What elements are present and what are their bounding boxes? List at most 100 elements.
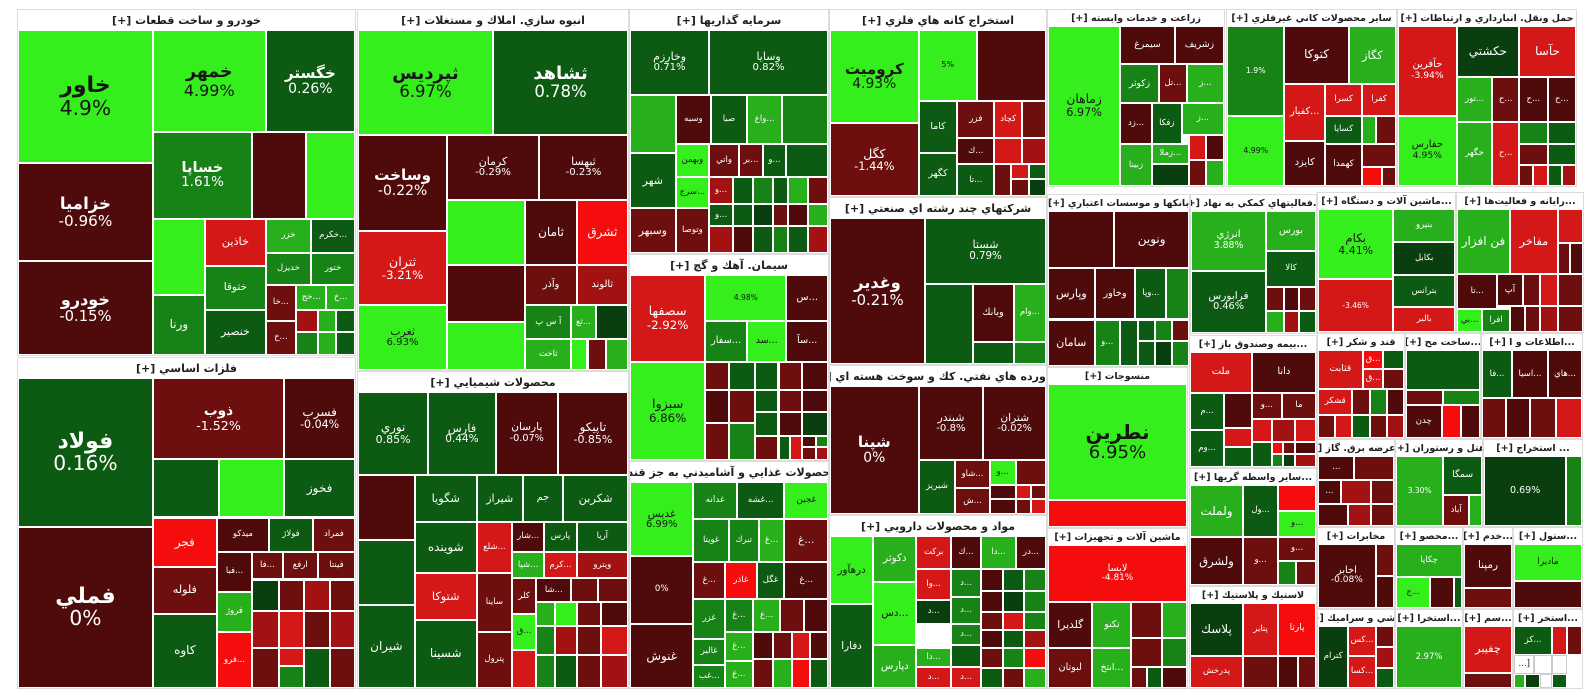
stock-tile-كفرا[interactable]: كفرا xyxy=(1362,83,1396,116)
stock-tile-...غ[interactable]: ...غ xyxy=(725,632,753,662)
sector-header-sugar[interactable]: قند و شكر [+] xyxy=(1318,334,1404,351)
stock-tile-خديزل[interactable]: خديزل xyxy=(265,252,312,286)
stock-tile-كاوه[interactable]: كاوه xyxy=(152,613,217,688)
stock-tile[interactable] xyxy=(1294,418,1316,442)
stock-tile[interactable] xyxy=(950,645,982,667)
stock-tile-كتوكا[interactable]: كتوكا xyxy=(1284,26,1349,84)
stock-tile[interactable] xyxy=(1298,311,1316,333)
stock-tile-كرمان[interactable]: كرمان -0.29% xyxy=(447,135,539,200)
stock-tile-دانا[interactable]: دانا xyxy=(1251,352,1316,394)
stock-tile[interactable] xyxy=(317,332,337,355)
stock-tile-وآذر[interactable]: وآذر xyxy=(525,264,577,306)
stock-tile[interactable] xyxy=(1362,115,1376,145)
stock-tile[interactable] xyxy=(1283,441,1295,455)
stock-tile[interactable] xyxy=(778,411,803,436)
sector-header-transport[interactable]: حمل ونقل. انبارداري و ارتباطات [+] xyxy=(1398,10,1576,27)
stock-tile[interactable] xyxy=(296,332,318,355)
sector-header-auto[interactable]: خودرو و ساخت قطعات [+] xyxy=(18,10,355,31)
stock-tile[interactable] xyxy=(816,447,828,460)
stock-tile[interactable] xyxy=(1567,626,1582,655)
stock-tile-وسايا[interactable]: وسايا 0.82% xyxy=(709,30,828,95)
stock-tile-...زد[interactable]: ...زد xyxy=(1120,102,1152,145)
stock-tile-ويترو[interactable]: ويترو xyxy=(576,551,628,579)
stock-tile[interactable] xyxy=(555,625,577,656)
stock-tile[interactable] xyxy=(1375,626,1394,648)
stock-tile[interactable] xyxy=(1547,165,1562,186)
stock-tile[interactable] xyxy=(1224,427,1252,448)
sector-header-paper[interactable]: ...محصو [+] xyxy=(1396,528,1462,545)
stock-tile[interactable] xyxy=(981,612,1003,631)
stock-tile-...خا[interactable]: ...خا xyxy=(265,285,297,321)
stock-tile-...كسا[interactable]: ...كسا xyxy=(1348,655,1376,688)
stock-tile[interactable] xyxy=(1251,441,1272,467)
stock-tile-ثشرق[interactable]: ثشرق xyxy=(576,200,628,265)
stock-tile[interactable] xyxy=(1570,243,1583,275)
stock-tile-...سد[interactable]: ...سد xyxy=(746,321,787,362)
stock-tile-فسرب[interactable]: فسرب -0.04% xyxy=(284,378,355,459)
stock-tile[interactable] xyxy=(1022,101,1046,138)
stock-tile-...ول[interactable]: ...ول xyxy=(1242,485,1279,537)
stock-tile-...و[interactable]: ...و xyxy=(1251,393,1282,419)
stock-tile[interactable] xyxy=(1251,418,1272,442)
stock-tile-فارس[interactable]: فارس 0.44% xyxy=(428,392,496,475)
stock-tile[interactable] xyxy=(816,435,828,448)
stock-tile[interactable] xyxy=(1506,398,1530,438)
stock-tile-وبانك[interactable]: وبانك xyxy=(972,283,1014,343)
stock-tile[interactable] xyxy=(981,590,1003,612)
stock-tile-چكاپا[interactable]: چكاپا xyxy=(1396,544,1462,578)
stock-tile-ثالوند[interactable]: ثالوند xyxy=(576,264,628,306)
stock-tile-...د[interactable]: ...د xyxy=(950,624,982,646)
stock-tile[interactable] xyxy=(1460,405,1480,438)
stock-tile[interactable] xyxy=(1375,667,1394,688)
stock-tile-وتوصا[interactable]: وتوصا xyxy=(675,208,710,253)
stock-tile[interactable] xyxy=(1371,503,1394,526)
stock-tile[interactable] xyxy=(1002,630,1025,649)
stock-tile[interactable] xyxy=(810,659,828,688)
stock-tile-...در[interactable]: ...در xyxy=(1015,536,1046,570)
stock-tile[interactable] xyxy=(1015,498,1031,514)
stock-tile-...د[interactable]: ...د xyxy=(950,569,982,597)
stock-tile[interactable] xyxy=(571,578,599,603)
stock-tile-ثپرديس[interactable]: ثپرديس 6.97% xyxy=(358,30,493,136)
stock-tile-...كرم[interactable]: ...كرم xyxy=(544,551,577,579)
stock-tile[interactable] xyxy=(329,579,355,611)
stock-tile-پارسان[interactable]: پارسان -0.07% xyxy=(495,392,558,475)
stock-tile-...ز[interactable]: ...ز xyxy=(1187,64,1224,103)
stock-tile-وپارس[interactable]: وپارس xyxy=(1048,268,1095,320)
stock-tile[interactable] xyxy=(252,647,280,688)
stock-tile[interactable] xyxy=(1547,144,1576,166)
stock-tile-شستا[interactable]: شستا 0.79% xyxy=(925,218,1046,284)
stock-tile-...تل[interactable]: ...تل xyxy=(1158,64,1188,103)
stock-tile[interactable] xyxy=(752,632,773,660)
sector-header-chemicals[interactable]: محصولات شيميايي [+] xyxy=(358,372,628,393)
stock-tile-تبرك[interactable]: تبرك xyxy=(729,519,759,563)
stock-tile-زكوثر[interactable]: زكوثر xyxy=(1120,64,1159,103)
stock-tile-ساينا[interactable]: ساينا xyxy=(476,572,512,632)
stock-tile-حكشتي[interactable]: حكشتي xyxy=(1456,26,1520,78)
stock-tile-وخارزم[interactable]: وخارزم 0.71% xyxy=(630,30,710,95)
stock-tile-...اسيا[interactable]: ...اسيا xyxy=(1512,350,1548,399)
stock-tile[interactable] xyxy=(279,647,305,667)
stock-tile[interactable] xyxy=(1188,160,1207,186)
stock-tile-نطرين[interactable]: نطرين 6.95% xyxy=(1048,384,1187,500)
stock-tile[interactable] xyxy=(752,226,773,253)
stock-tile[interactable] xyxy=(1566,456,1582,526)
stock-tile[interactable] xyxy=(1371,479,1394,504)
stock-tile-پارس[interactable]: پارس xyxy=(544,522,577,552)
stock-tile-...شا[interactable]: ...شا xyxy=(536,578,572,603)
stock-tile-...خ[interactable]: ...خ xyxy=(326,285,355,310)
stock-tile-...غشه[interactable]: ...غشه xyxy=(736,482,785,520)
stock-tile[interactable] xyxy=(252,610,280,648)
stock-tile[interactable] xyxy=(1561,165,1576,186)
stock-tile-دفارا[interactable]: دفارا xyxy=(830,604,874,688)
stock-tile-پتاير[interactable]: پتاير xyxy=(1242,603,1279,656)
stock-tile-غويتا[interactable]: غويتا xyxy=(693,519,729,563)
stock-tile-فن افزار[interactable]: فن افزار xyxy=(1457,209,1510,275)
stock-tile[interactable] xyxy=(306,132,355,219)
stock-tile-...غ[interactable]: ...غ xyxy=(725,599,753,633)
stock-tile-...و[interactable]: ...و xyxy=(709,177,733,204)
stock-tile[interactable] xyxy=(802,435,817,448)
stock-tile-آپ[interactable]: آپ xyxy=(1497,274,1523,307)
stock-tile-حگهر[interactable]: حگهر xyxy=(1456,122,1493,186)
stock-tile[interactable] xyxy=(447,200,526,265)
